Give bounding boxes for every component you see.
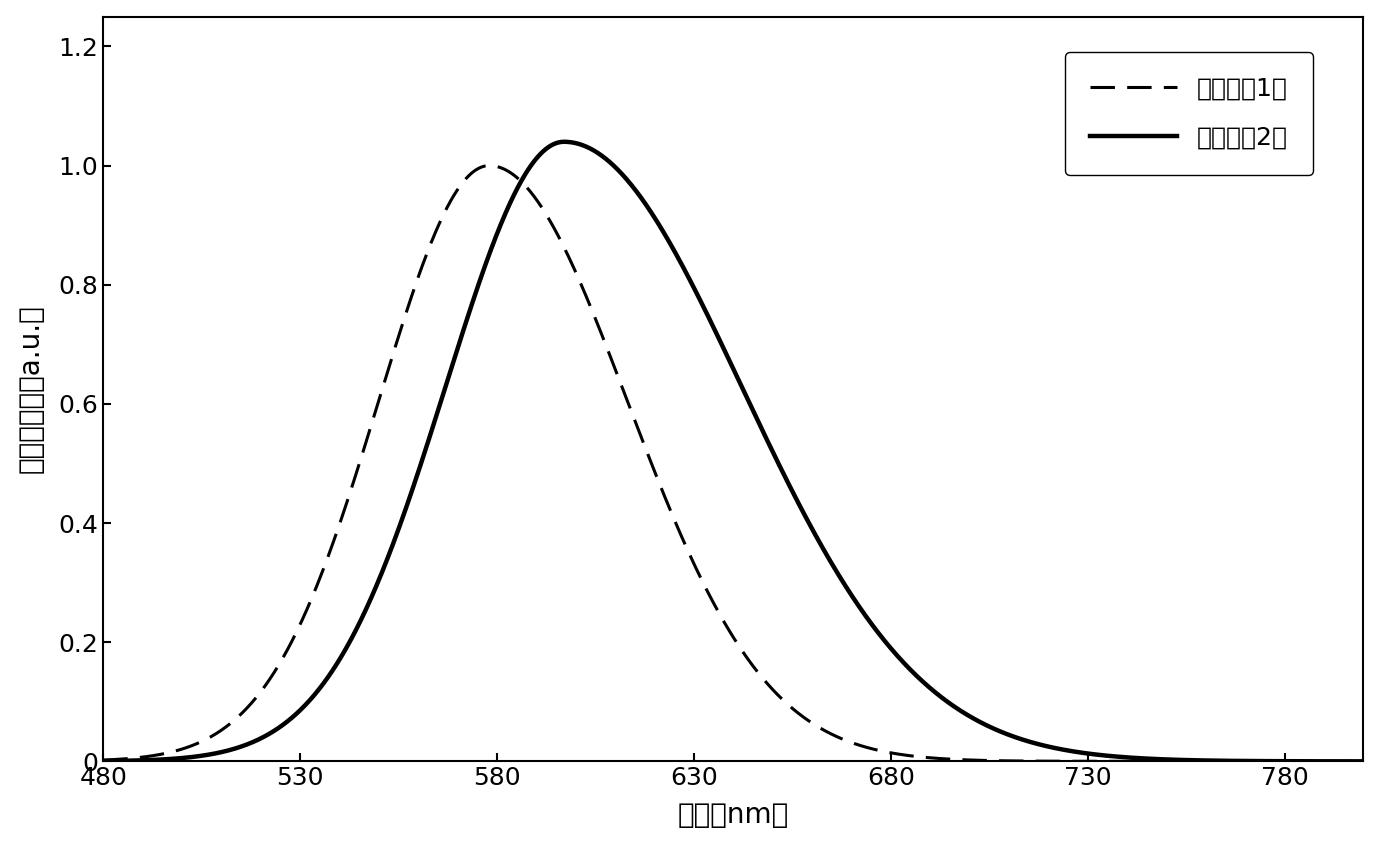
络合物（2） [675, 262, 691, 272]
络合物（2） [556, 137, 573, 147]
络合物（1） [1318, 756, 1334, 766]
络合物（1） [708, 604, 725, 614]
Y-axis label: 标准化强度（a.u.）: 标准化强度（a.u.） [17, 305, 44, 474]
络合物（1） [1355, 756, 1372, 766]
络合物（2） [1355, 756, 1372, 766]
络合物（2） [1087, 750, 1104, 760]
络合物（2） [708, 329, 725, 339]
络合物（1） [480, 161, 497, 171]
Line: 络合物（2）: 络合物（2） [104, 142, 1363, 761]
Legend: 络合物（1）, 络合物（2）: 络合物（1）, 络合物（2） [1064, 52, 1312, 174]
络合物（1） [1087, 756, 1104, 766]
络合物（2） [1319, 756, 1336, 766]
络合物（1） [159, 748, 175, 758]
络合物（1） [95, 755, 112, 765]
络合物（2） [95, 756, 112, 766]
络合物（1） [1319, 756, 1336, 766]
X-axis label: 波长（nm）: 波长（nm） [678, 801, 789, 829]
络合物（2） [1318, 756, 1334, 766]
Line: 络合物（1）: 络合物（1） [104, 166, 1363, 761]
络合物（1） [675, 536, 691, 546]
络合物（2） [159, 754, 175, 764]
